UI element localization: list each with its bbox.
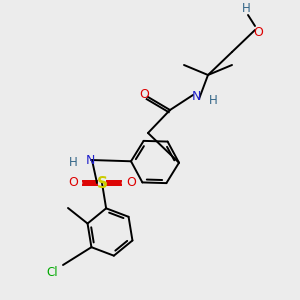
Text: H: H	[242, 2, 250, 16]
Text: N: N	[85, 154, 95, 166]
Text: O: O	[126, 176, 136, 190]
Text: O: O	[68, 176, 78, 190]
Text: S: S	[97, 176, 107, 190]
Text: Cl: Cl	[46, 266, 58, 278]
Text: O: O	[139, 88, 149, 100]
Text: H: H	[69, 155, 77, 169]
Text: H: H	[208, 94, 217, 106]
Text: O: O	[253, 26, 263, 38]
Text: N: N	[191, 91, 201, 103]
